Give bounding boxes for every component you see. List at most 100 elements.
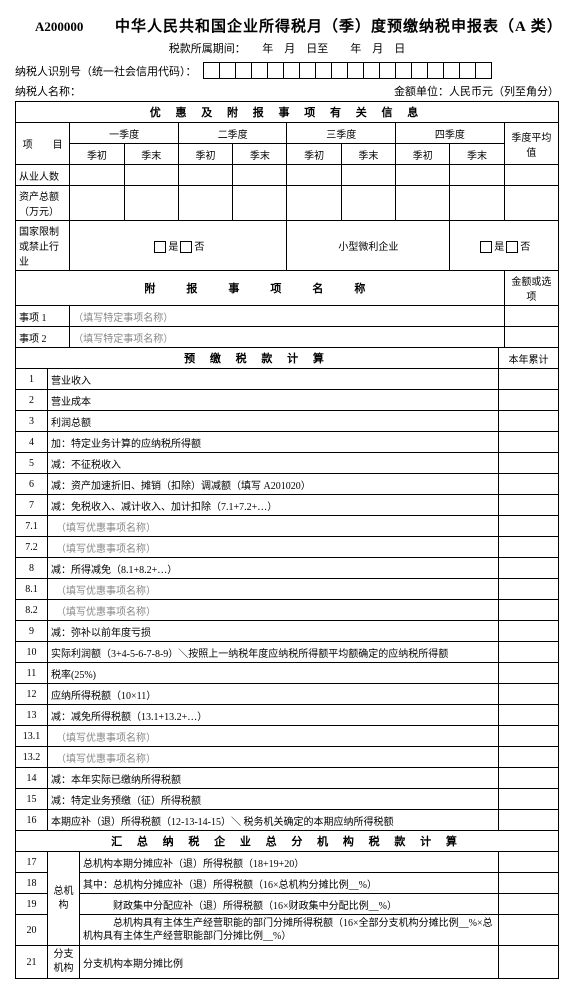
value-cell[interactable] xyxy=(499,495,559,516)
row-num: 7.1 xyxy=(16,516,48,537)
attach-header: 附 报 事 项 名 称 xyxy=(16,271,505,306)
taxpayer-name-label: 纳税人名称： xyxy=(15,83,81,99)
row-text: 税率(25%) xyxy=(48,663,499,684)
value-cell[interactable] xyxy=(499,537,559,558)
row-text: 减：资产加速折旧、摊销（扣除）调减额（填写 A201020） xyxy=(48,474,499,495)
value-cell[interactable] xyxy=(499,768,559,789)
value-cell[interactable] xyxy=(499,369,559,390)
assets-label: 资产总额（万元） xyxy=(16,186,70,221)
value-cell[interactable] xyxy=(499,789,559,810)
row-num: 15 xyxy=(16,789,48,810)
row-num: 3 xyxy=(16,411,48,432)
unit-label: 金额单位：人民币元（列至角分） xyxy=(394,83,559,99)
row-num: 7 xyxy=(16,495,48,516)
yearcol-header: 本年累计 xyxy=(499,348,559,369)
row-num: 10 xyxy=(16,642,48,663)
taxpayer-id-boxes[interactable] xyxy=(203,62,492,79)
small-ent-yesno[interactable]: 是否 xyxy=(450,221,559,271)
row-text: 实际利润额（3+4-5-6-7-8-9）＼按照上一纳税年度应纳税所得额平均额确定… xyxy=(48,642,499,663)
row-text: 减：免税收入、减计收入、加计扣除（7.1+7.2+…） xyxy=(48,495,499,516)
value-cell[interactable] xyxy=(499,474,559,495)
value-cell[interactable] xyxy=(499,411,559,432)
item1-hint[interactable]: （填写特定事项名称） xyxy=(70,306,504,327)
value-cell[interactable] xyxy=(499,558,559,579)
value-cell[interactable] xyxy=(499,432,559,453)
section2-table: 预 缴 税 款 计 算 本年累计 1营业收入2营业成本3利润总额4加：特定业务计… xyxy=(15,347,559,831)
row-text: 减：特定业务预缴（征）所得税额 xyxy=(48,789,499,810)
row-num: 8.1 xyxy=(16,579,48,600)
row-num: 14 xyxy=(16,768,48,789)
hq-label: 总机构 xyxy=(48,852,80,946)
row-text: 营业成本 xyxy=(48,390,499,411)
value-cell[interactable] xyxy=(499,453,559,474)
q2: 二季度 xyxy=(178,123,287,144)
row-num: 13.1 xyxy=(16,726,48,747)
value-cell[interactable] xyxy=(499,642,559,663)
value-cell[interactable] xyxy=(499,621,559,642)
row-text: （填写优惠事项名称） xyxy=(48,600,499,621)
period-label: 税款所属期间： 年 月 日至 年 月 日 xyxy=(15,40,559,56)
row-text: 营业收入 xyxy=(48,369,499,390)
section3-header: 汇 总 纳 税 企 业 总 分 机 构 税 款 计 算 xyxy=(16,831,559,852)
branch-label: 分支机构 xyxy=(48,946,80,979)
row-text: （填写优惠事项名称） xyxy=(48,747,499,768)
row-num: 13 xyxy=(16,705,48,726)
row-num: 9 xyxy=(16,621,48,642)
item2-hint[interactable]: （填写特定事项名称） xyxy=(70,327,504,348)
row-num: 5 xyxy=(16,453,48,474)
item1-label: 事项 1 xyxy=(16,306,70,327)
taxpayer-id-label: 纳税人识别号（统一社会信用代码）： xyxy=(15,63,197,79)
row-text: 本期应补（退）所得税额（12-13-14-15）＼ 税务机关确定的本期应纳所得税… xyxy=(48,810,499,831)
amount-header: 金额或选项 xyxy=(504,271,558,306)
row-num: 11 xyxy=(16,663,48,684)
row-text: 减：减免所得税额（13.1+13.2+…） xyxy=(48,705,499,726)
value-cell[interactable] xyxy=(499,747,559,768)
row-num: 12 xyxy=(16,684,48,705)
row-num: 1 xyxy=(16,369,48,390)
value-cell[interactable] xyxy=(499,663,559,684)
avg: 季度平均值 xyxy=(504,123,558,165)
row-text: 利润总额 xyxy=(48,411,499,432)
employees-label: 从业人数 xyxy=(16,165,70,186)
value-cell[interactable] xyxy=(499,684,559,705)
value-cell[interactable] xyxy=(499,726,559,747)
restricted-label: 国家限制或禁止行业 xyxy=(16,221,70,271)
row-text: 应纳所得税额（10×11） xyxy=(48,684,499,705)
row-num: 13.2 xyxy=(16,747,48,768)
row-text: 减：本年实际已缴纳所得税额 xyxy=(48,768,499,789)
q3: 三季度 xyxy=(287,123,396,144)
col-item: 项 目 xyxy=(16,123,70,165)
value-cell[interactable] xyxy=(499,390,559,411)
row-num: 17 xyxy=(16,852,48,873)
row-text: （填写优惠事项名称） xyxy=(48,579,499,600)
restricted-yesno[interactable]: 是否 xyxy=(70,221,287,271)
row-text: 减：所得减免（8.1+8.2+…） xyxy=(48,558,499,579)
q1: 一季度 xyxy=(70,123,179,144)
item2-label: 事项 2 xyxy=(16,327,70,348)
row-num: 8.2 xyxy=(16,600,48,621)
section1-table: 优 惠 及 附 报 事 项 有 关 信 息 项 目 一季度 二季度 三季度 四季… xyxy=(15,101,559,348)
value-cell[interactable] xyxy=(499,516,559,537)
row-num: 4 xyxy=(16,432,48,453)
q4: 四季度 xyxy=(396,123,505,144)
row-num: 6 xyxy=(16,474,48,495)
section1-header: 优 惠 及 附 报 事 项 有 关 信 息 xyxy=(16,102,559,123)
value-cell[interactable] xyxy=(499,579,559,600)
row-text: （填写优惠事项名称） xyxy=(48,516,499,537)
row-num: 7.2 xyxy=(16,537,48,558)
form-code: A200000 xyxy=(35,19,115,35)
row-text: 总机构本期分摊应补（退）所得税额（18+19+20） xyxy=(80,852,499,873)
row-num: 8 xyxy=(16,558,48,579)
row-text: 减：不征税收入 xyxy=(48,453,499,474)
value-cell[interactable] xyxy=(499,705,559,726)
row-text: （填写优惠事项名称） xyxy=(48,537,499,558)
value-cell[interactable] xyxy=(499,810,559,831)
row-num: 2 xyxy=(16,390,48,411)
section3-table: 汇 总 纳 税 企 业 总 分 机 构 税 款 计 算 17 总机构 总机构本期… xyxy=(15,830,559,979)
value-cell[interactable] xyxy=(499,600,559,621)
row-text: 加：特定业务计算的应纳税所得额 xyxy=(48,432,499,453)
row-text: 减：弥补以前年度亏损 xyxy=(48,621,499,642)
section2-header: 预 缴 税 款 计 算 xyxy=(16,348,499,369)
row-text: （填写优惠事项名称） xyxy=(48,726,499,747)
row-num: 16 xyxy=(16,810,48,831)
